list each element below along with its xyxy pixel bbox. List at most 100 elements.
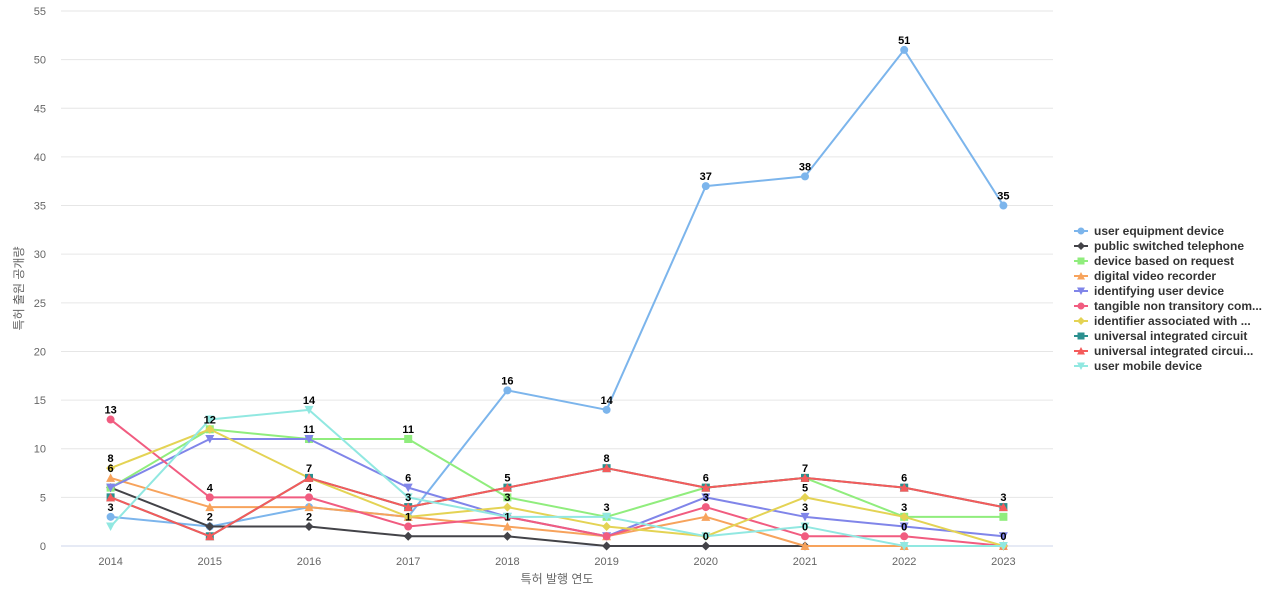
data-point[interactable] — [502, 522, 512, 531]
series-5[interactable] — [106, 435, 1008, 541]
data-point[interactable] — [304, 502, 314, 512]
data-point[interactable] — [205, 435, 215, 444]
data-point[interactable] — [998, 502, 1008, 512]
data-point[interactable] — [502, 512, 512, 522]
y-tick-label: 50 — [34, 55, 46, 67]
x-tick-label: 2015 — [198, 556, 222, 568]
data-point[interactable] — [801, 532, 809, 541]
data-point[interactable] — [106, 483, 116, 493]
data-point[interactable] — [701, 532, 711, 541]
data-point[interactable] — [403, 483, 413, 493]
data-label: 5 — [802, 482, 808, 494]
data-point[interactable] — [800, 473, 810, 482]
data-point[interactable] — [502, 531, 512, 541]
data-label: 35 — [997, 191, 1009, 203]
data-point[interactable] — [403, 531, 413, 541]
data-point[interactable] — [602, 512, 612, 522]
legend-item[interactable]: tangible non transitory com... — [1074, 299, 1262, 313]
data-point[interactable] — [998, 532, 1008, 541]
series-line[interactable] — [110, 48, 1005, 528]
data-point[interactable] — [106, 473, 116, 482]
data-point[interactable] — [998, 542, 1008, 551]
data-point[interactable] — [305, 493, 313, 502]
data-point[interactable] — [800, 492, 810, 502]
data-point[interactable] — [800, 522, 810, 532]
data-point[interactable] — [106, 463, 116, 473]
data-point[interactable] — [403, 502, 413, 512]
data-point[interactable] — [106, 415, 115, 424]
y-tick-label: 30 — [34, 249, 46, 261]
legend-item[interactable]: universal integrated circuit — [1074, 329, 1247, 343]
series-line[interactable] — [110, 467, 1004, 538]
data-point[interactable] — [602, 405, 611, 414]
data-point[interactable] — [999, 201, 1008, 210]
data-point[interactable] — [503, 386, 512, 395]
data-point[interactable] — [899, 483, 909, 492]
data-point[interactable] — [502, 502, 512, 512]
data-point[interactable] — [403, 512, 413, 522]
data-point[interactable] — [701, 483, 711, 492]
data-point[interactable] — [304, 473, 314, 482]
series-line[interactable] — [109, 408, 1004, 547]
data-point[interactable] — [900, 45, 909, 54]
series-10[interactable] — [106, 405, 1008, 551]
data-point[interactable] — [404, 522, 413, 531]
series-1[interactable] — [106, 45, 1008, 531]
legend-item[interactable]: universal integrated circui... — [1074, 344, 1253, 358]
y-tick-label: 10 — [34, 444, 46, 456]
data-point[interactable] — [899, 542, 909, 551]
legend-item[interactable]: public switched telephone — [1074, 239, 1244, 253]
data-point[interactable] — [503, 493, 512, 502]
data-point[interactable] — [701, 503, 710, 512]
data-point[interactable] — [900, 532, 909, 541]
data-point[interactable] — [899, 512, 909, 522]
data-point[interactable] — [602, 541, 612, 551]
legend-item[interactable]: user mobile device — [1074, 359, 1202, 373]
series-6[interactable] — [106, 415, 1008, 550]
data-point[interactable] — [701, 182, 710, 191]
data-point[interactable] — [602, 522, 612, 532]
data-point[interactable] — [800, 541, 810, 551]
data-point[interactable] — [701, 493, 711, 502]
legend-item[interactable]: device based on request — [1074, 254, 1234, 268]
data-point[interactable] — [304, 435, 314, 444]
legend-label: identifying user device — [1094, 284, 1224, 298]
legend-label: universal integrated circui... — [1094, 344, 1253, 358]
legend-item[interactable]: identifier associated with ... — [1074, 314, 1251, 328]
data-point[interactable] — [205, 502, 215, 512]
data-point[interactable] — [205, 424, 215, 434]
data-point[interactable] — [502, 483, 512, 492]
data-label: 0 — [1000, 531, 1006, 543]
data-point[interactable] — [800, 512, 810, 522]
data-point[interactable] — [701, 541, 711, 551]
series-line[interactable] — [110, 438, 1004, 538]
data-point[interactable] — [205, 522, 215, 532]
data-point[interactable] — [106, 512, 115, 521]
gridlines — [61, 10, 1053, 547]
data-point[interactable] — [304, 405, 314, 415]
data-point[interactable] — [403, 493, 413, 502]
legend-item[interactable]: digital video recorder — [1074, 269, 1216, 283]
legend-item[interactable]: identifying user device — [1074, 284, 1224, 298]
data-label: 1 — [504, 512, 510, 524]
data-point[interactable] — [899, 522, 909, 532]
data-point[interactable] — [404, 435, 413, 443]
data-point[interactable] — [999, 512, 1008, 521]
series-8[interactable] — [106, 464, 1008, 541]
data-point[interactable] — [106, 522, 116, 532]
data-point[interactable] — [106, 492, 116, 502]
series-line[interactable] — [110, 428, 1004, 518]
data-point[interactable] — [304, 522, 314, 532]
data-point[interactable] — [205, 493, 214, 502]
data-point[interactable] — [205, 531, 215, 541]
data-point[interactable] — [701, 512, 711, 521]
data-point[interactable] — [205, 415, 215, 425]
series-9[interactable] — [106, 463, 1008, 541]
series-line[interactable] — [110, 428, 1004, 547]
data-point[interactable] — [602, 463, 612, 473]
legend-item[interactable]: user equipment device — [1074, 224, 1224, 238]
data-point[interactable] — [801, 172, 809, 181]
data-point[interactable] — [602, 532, 611, 541]
